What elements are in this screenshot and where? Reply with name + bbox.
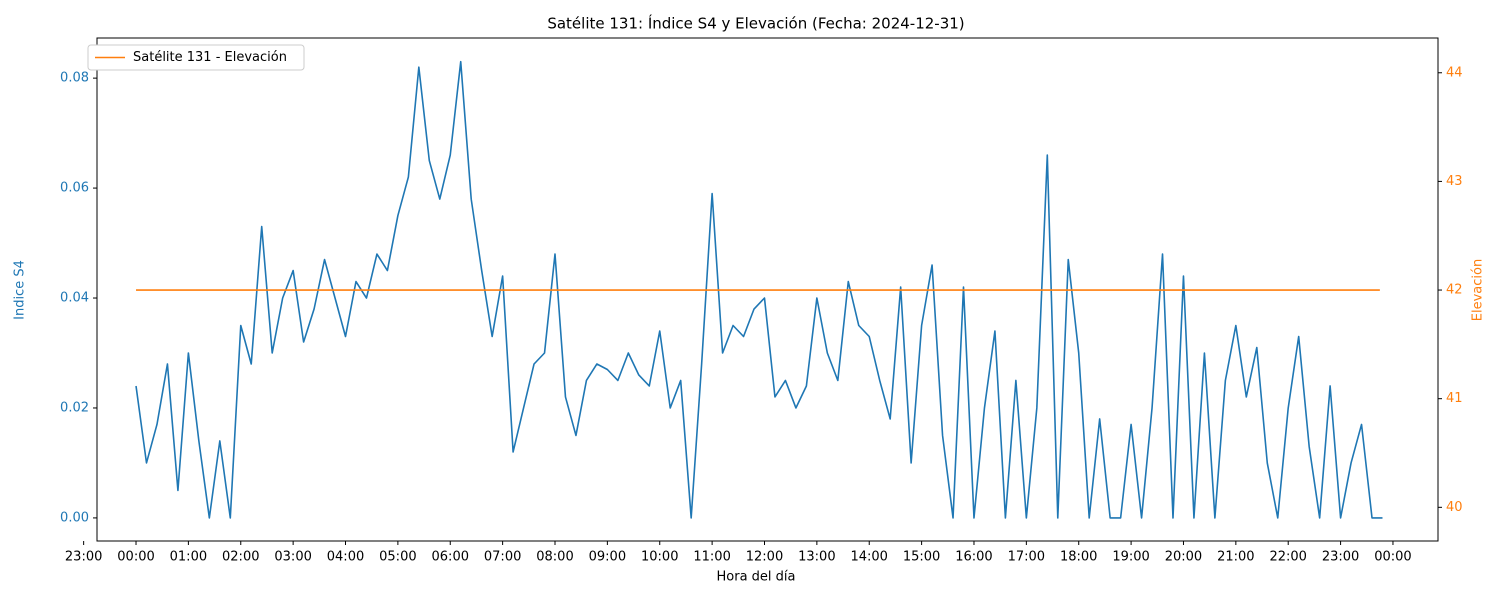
x-tick-label: 15:00 [903, 550, 940, 565]
y2-tick-label: 44 [1446, 65, 1463, 80]
y2-axis-label: Elevación [1471, 259, 1486, 321]
y-tick-label: 0.04 [60, 291, 89, 306]
chart-title: Satélite 131: Índice S4 y Elevación (Fec… [547, 14, 964, 33]
legend-box [87, 44, 305, 71]
x-tick-label: 08:00 [536, 550, 573, 565]
x-tick-label: 09:00 [589, 550, 626, 565]
x-tick-label: 14:00 [850, 550, 887, 565]
x-tick-label: 16:00 [955, 550, 992, 565]
x-tick-label: 01:00 [170, 550, 207, 565]
y-axis-label: Indice S4 [13, 260, 28, 320]
x-tick-label: 17:00 [1008, 550, 1045, 565]
x-tick-label: 00:00 [117, 550, 154, 565]
x-tick-label: 06:00 [432, 550, 469, 565]
x-tick-label: 23:00 [1322, 550, 1359, 565]
y-tick-label: 0.08 [60, 71, 89, 86]
x-tick-label: 00:00 [1374, 550, 1411, 565]
y-tick-label: 0.02 [60, 400, 89, 415]
x-tick-label: 02:00 [222, 550, 259, 565]
x-tick-label: 21:00 [1217, 550, 1254, 565]
x-tick-label: 18:00 [1060, 550, 1097, 565]
x-axis-label: Hora del día [717, 570, 796, 585]
series-line [135, 60, 1383, 519]
y-tick-label: 0.00 [60, 510, 89, 525]
x-tick-label: 11:00 [693, 550, 730, 565]
y-tick-label: 0.06 [60, 181, 89, 196]
x-tick-label: 20:00 [1165, 550, 1202, 565]
x-tick-label: 05:00 [379, 550, 416, 565]
x-tick-label: 04:00 [327, 550, 364, 565]
x-tick-label: 07:00 [484, 550, 521, 565]
x-tick-label: 19:00 [1112, 550, 1149, 565]
legend-label: Satélite 131 - Elevación [133, 50, 287, 65]
x-tick-label: 22:00 [1269, 550, 1306, 565]
y2-tick-label: 43 [1446, 174, 1463, 189]
x-tick-label: 12:00 [746, 550, 783, 565]
y2-tick-label: 41 [1446, 391, 1463, 406]
x-tick-label: 13:00 [798, 550, 835, 565]
plot-frame [96, 37, 1439, 542]
x-tick-label: 23:00 [65, 550, 102, 565]
y2-tick-label: 40 [1446, 500, 1463, 515]
x-tick-label: 10:00 [641, 550, 678, 565]
y2-tick-label: 42 [1446, 283, 1463, 298]
x-tick-label: 03:00 [274, 550, 311, 565]
